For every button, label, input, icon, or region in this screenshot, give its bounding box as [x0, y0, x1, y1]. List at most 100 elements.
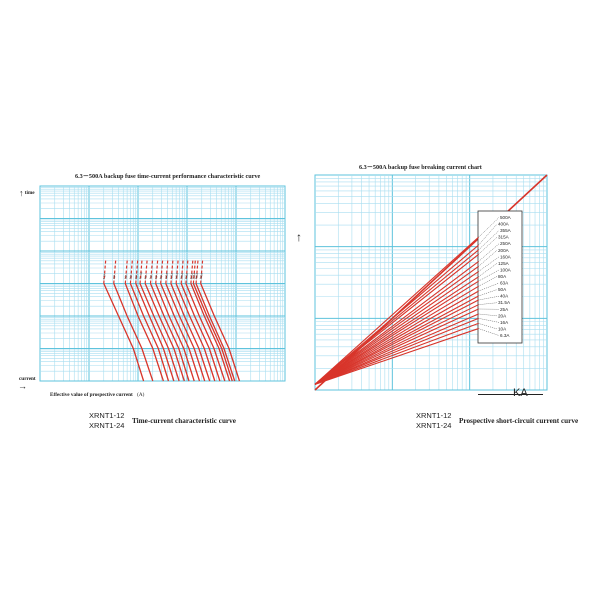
left-curve	[170, 283, 211, 382]
left-curve	[135, 283, 175, 382]
right-curve	[314, 280, 479, 385]
right-legend-label: 80A	[498, 274, 507, 279]
right-leader-line	[478, 250, 498, 267]
left-curve-label: 250A	[184, 272, 189, 279]
left-curve-label: 400A	[194, 272, 199, 279]
left-curve	[149, 283, 190, 382]
left-curve	[195, 283, 236, 382]
right-up-arrow-icon: ↑	[296, 230, 302, 244]
right-leader-line	[478, 217, 500, 238]
right-legend-label: 50A	[498, 287, 507, 292]
right-curve	[314, 313, 479, 385]
left-curve-dashed	[124, 259, 128, 284]
right-leader-line	[478, 230, 500, 251]
right-curve	[314, 249, 479, 385]
left-curve-dashed	[185, 259, 189, 284]
left-curve-label: 160A	[174, 272, 179, 279]
left-curve-label: 40A	[143, 274, 148, 280]
right-x-arrow-icon	[478, 394, 543, 395]
left-curve	[175, 283, 216, 382]
right-chart-title: 6.3－500A backup fuse breaking current ch…	[359, 164, 482, 171]
right-curve	[314, 317, 479, 385]
left-curve-label: 31.5A	[138, 272, 143, 280]
left-curve-dashed	[149, 259, 154, 284]
right-leader-line	[478, 276, 498, 287]
right-leader-line	[478, 243, 500, 262]
left-curve	[180, 283, 221, 382]
right-legend-label: 31.5A	[498, 300, 511, 305]
right-curve	[314, 253, 479, 385]
right-curve	[314, 299, 479, 385]
right-leader-line	[478, 328, 500, 336]
left-curve-label: 100A	[164, 272, 169, 279]
right-curve	[314, 328, 479, 385]
left-curve-label: 200A	[179, 272, 184, 279]
right-leader-line	[478, 323, 498, 330]
left-curve-label: 20A	[128, 274, 133, 280]
right-legend-label: 40A	[500, 294, 509, 299]
right-x-axis-label: KA	[513, 387, 528, 399]
right-leader-line	[478, 295, 500, 301]
left-curve-dashed	[160, 259, 164, 284]
left-curve-dashed	[170, 259, 174, 284]
right-legend-box	[477, 210, 523, 344]
right-leader-line	[478, 223, 498, 246]
right-curve	[314, 261, 479, 385]
left-x-side-label: current	[19, 376, 36, 382]
right-legend-label: 16A	[500, 320, 509, 325]
left-curve	[139, 283, 180, 382]
right-curve	[314, 295, 479, 385]
left-x-axis-unit: (A)	[137, 392, 145, 398]
left-curve	[165, 283, 206, 382]
left-curve-dashed	[195, 259, 199, 284]
left-curve-label: 16A	[123, 274, 128, 280]
left-curve	[103, 283, 145, 382]
left-curve-label: 63A	[154, 274, 159, 280]
left-curve	[155, 283, 195, 382]
left-curve-dashed	[165, 259, 169, 284]
right-curve	[314, 271, 479, 385]
left-curve-label: 10A	[112, 274, 117, 280]
left-curve-label: 125A	[169, 272, 174, 279]
left-models: XRNT1-12 XRNT1-24	[89, 411, 125, 430]
left-chart-plot: 6.3A 10A 16A 20A 25A 31.5A 40A 50A 63A 80A 100A 125…	[39, 185, 286, 382]
right-curve	[314, 308, 479, 385]
left-curve-dashed	[129, 259, 134, 284]
left-chart-title: 6.3－500A backup fuse time-current perfor…	[75, 173, 261, 180]
left-curve-dashed	[113, 259, 117, 284]
right-legend-label: 400A	[498, 222, 510, 227]
left-curve	[160, 283, 201, 382]
left-x-axis-label: Effective value of prospective current (…	[50, 392, 144, 398]
left-curve-dashed	[180, 259, 184, 284]
left-curve-label: 355A	[191, 272, 196, 279]
left-curve	[200, 283, 241, 382]
left-curve-label: 6.3A	[102, 273, 107, 279]
left-y-axis-label: ↑ time	[19, 188, 35, 198]
right-curve	[314, 285, 479, 385]
left-curve	[192, 283, 233, 382]
right-legend-label: 315A	[498, 235, 510, 240]
up-arrow-icon: ↑	[19, 188, 24, 198]
left-curve	[113, 283, 154, 382]
right-arrow-icon: →	[18, 381, 27, 391]
left-curve	[190, 283, 231, 382]
left-y-axis-text: time	[24, 190, 35, 197]
right-models: XRNT1-12 XRNT1-24	[416, 411, 452, 430]
right-curve	[314, 276, 479, 385]
right-leader-line	[478, 282, 500, 292]
right-legend-label: 355A	[500, 228, 512, 233]
left-curve-label: 80A	[159, 274, 164, 280]
left-curve-dashed	[190, 259, 194, 284]
right-legend-label: 250A	[500, 241, 512, 246]
right-legend-label: 6.3A	[500, 333, 510, 338]
right-legend-label: 200A	[498, 248, 510, 253]
left-curve-dashed	[200, 259, 204, 284]
left-curve-dashed	[135, 259, 139, 284]
right-curve	[314, 244, 479, 385]
left-curve	[129, 283, 170, 382]
left-curve-dashed	[144, 259, 148, 284]
right-curve	[314, 322, 479, 385]
left-curve-dashed	[103, 259, 107, 284]
right-leader-line	[478, 289, 498, 297]
